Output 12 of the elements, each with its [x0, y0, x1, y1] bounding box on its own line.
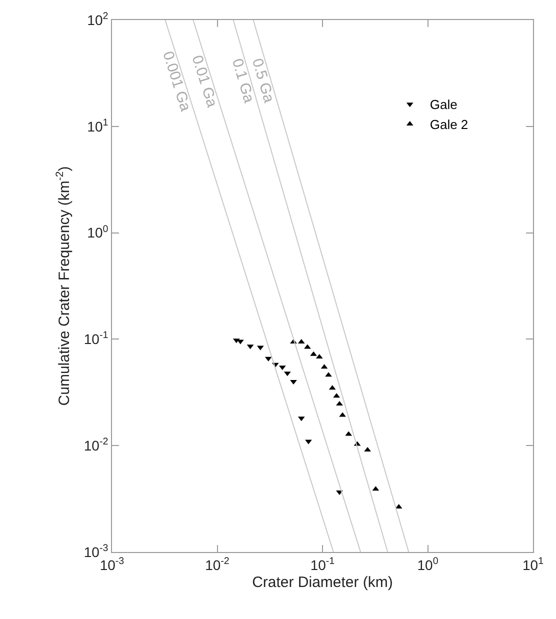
- legend-label: Gale: [430, 97, 458, 112]
- x-tick-label: 10$^{1}$: [522, 556, 544, 573]
- y-tick-label: 10$^{-1}$: [84, 330, 108, 348]
- x-tick-label: 10$^{-2}$: [205, 556, 230, 573]
- y-tick-label: 10$^{2}$: [87, 11, 108, 28]
- y-tick-label: 10$^{1}$: [87, 117, 108, 134]
- legend-label: Gale 2: [430, 117, 468, 132]
- y-tick-label: 10$^{-2}$: [84, 436, 108, 454]
- x-axis-title: Crater Diameter (km): [252, 574, 393, 591]
- x-tick-label: 10$^{-1}$: [310, 556, 335, 573]
- x-tick-label: 10$^{0}$: [417, 556, 439, 573]
- y-tick-label: 10$^{0}$: [87, 224, 109, 241]
